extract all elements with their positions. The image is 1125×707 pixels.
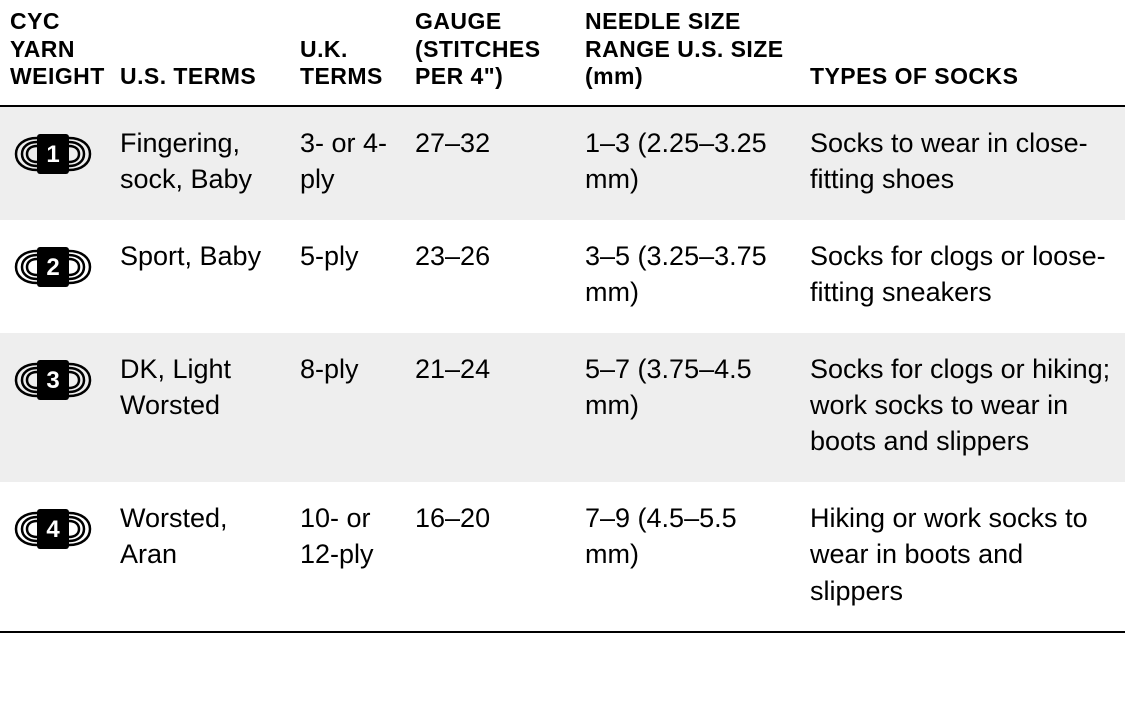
yarn-weight-number: 2 [46,254,59,281]
cell-us-terms: Fingering, sock, Baby [110,106,290,220]
cell-needle: 5–7 (3.75–4.5 mm) [575,333,800,482]
yarn-weight-table: CYC YARN WEIGHT U.S. TERMS U.K. TERMS GA… [0,0,1125,633]
col-header-us: U.S. TERMS [110,0,290,106]
cell-needle: 1–3 (2.25–3.25 mm) [575,106,800,220]
cell-uk-terms: 10- or 12-ply [290,482,405,632]
yarn-skein-icon: 1 [10,129,96,179]
cell-us-terms: Sport, Baby [110,220,290,333]
table-row: 2 Sport, Baby 5-ply 23–26 3–5 (3.25–3.75… [0,220,1125,333]
table-row: 3 DK, Light Worsted 8-ply 21–24 5–7 (3.7… [0,333,1125,482]
yarn-weight-number: 4 [46,516,60,543]
cell-icon: 3 [0,333,110,482]
cell-uk-terms: 8-ply [290,333,405,482]
cell-gauge: 21–24 [405,333,575,482]
col-header-gauge: GAUGE (STITCHES PER 4") [405,0,575,106]
col-header-icon: CYC YARN WEIGHT [0,0,110,106]
cell-icon: 2 [0,220,110,333]
table-header: CYC YARN WEIGHT U.S. TERMS U.K. TERMS GA… [0,0,1125,106]
col-header-types: TYPES OF SOCKS [800,0,1125,106]
cell-gauge: 16–20 [405,482,575,632]
cell-needle: 7–9 (4.5–5.5 mm) [575,482,800,632]
col-header-needle: NEEDLE SIZE RANGE U.S. SIZE (mm) [575,0,800,106]
table-row: 4 Worsted, Aran 10- or 12-ply 16–20 7–9 … [0,482,1125,632]
yarn-skein-icon: 4 [10,504,96,554]
table-row: 1 Fingering, sock, Baby 3- or 4-ply 27–3… [0,106,1125,220]
cell-icon: 1 [0,106,110,220]
cell-uk-terms: 5-ply [290,220,405,333]
cell-uk-terms: 3- or 4-ply [290,106,405,220]
table-body: 1 Fingering, sock, Baby 3- or 4-ply 27–3… [0,106,1125,632]
cell-icon: 4 [0,482,110,632]
cell-types: Hiking or work socks to wear in boots an… [800,482,1125,632]
cell-types: Socks for clogs or loose-fitting sneaker… [800,220,1125,333]
cell-us-terms: Worsted, Aran [110,482,290,632]
cell-types: Socks to wear in close-fitting shoes [800,106,1125,220]
cell-types: Socks for clogs or hiking; work socks to… [800,333,1125,482]
cell-needle: 3–5 (3.25–3.75 mm) [575,220,800,333]
yarn-weight-number: 3 [46,367,59,394]
yarn-skein-icon: 2 [10,242,96,292]
yarn-skein-icon: 3 [10,355,96,405]
cell-gauge: 27–32 [405,106,575,220]
cell-us-terms: DK, Light Worsted [110,333,290,482]
col-header-uk: U.K. TERMS [290,0,405,106]
yarn-weight-number: 1 [46,141,59,168]
cell-gauge: 23–26 [405,220,575,333]
